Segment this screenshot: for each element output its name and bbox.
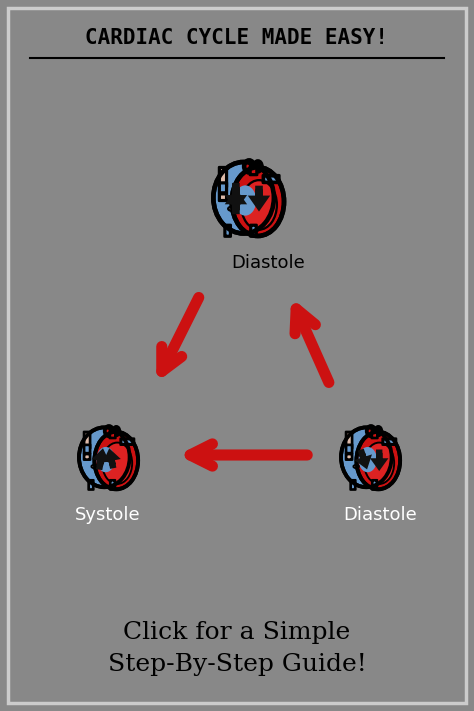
FancyBboxPatch shape xyxy=(383,439,396,444)
FancyArrow shape xyxy=(108,454,114,465)
FancyBboxPatch shape xyxy=(264,176,279,182)
FancyBboxPatch shape xyxy=(219,168,227,187)
Ellipse shape xyxy=(113,427,119,435)
Ellipse shape xyxy=(367,426,375,436)
FancyArrow shape xyxy=(376,453,382,466)
Ellipse shape xyxy=(244,161,254,173)
Ellipse shape xyxy=(94,432,138,489)
FancyBboxPatch shape xyxy=(121,439,134,444)
Ellipse shape xyxy=(241,180,277,230)
FancyBboxPatch shape xyxy=(346,454,352,459)
FancyBboxPatch shape xyxy=(346,445,352,453)
Ellipse shape xyxy=(228,207,235,210)
Ellipse shape xyxy=(375,427,381,435)
FancyBboxPatch shape xyxy=(351,481,356,489)
FancyBboxPatch shape xyxy=(250,166,257,175)
FancyBboxPatch shape xyxy=(225,225,230,236)
Ellipse shape xyxy=(91,465,97,468)
FancyBboxPatch shape xyxy=(89,481,93,489)
Text: CARDIAC CYCLE MADE EASY!: CARDIAC CYCLE MADE EASY! xyxy=(85,28,389,48)
FancyBboxPatch shape xyxy=(219,194,227,201)
Ellipse shape xyxy=(354,465,359,468)
FancyBboxPatch shape xyxy=(219,183,227,193)
FancyBboxPatch shape xyxy=(84,445,90,453)
Ellipse shape xyxy=(356,432,400,489)
Ellipse shape xyxy=(364,442,394,484)
FancyBboxPatch shape xyxy=(84,454,90,459)
FancyBboxPatch shape xyxy=(84,432,90,448)
FancyBboxPatch shape xyxy=(110,431,115,438)
Text: Click for a Simple
Step-By-Step Guide!: Click for a Simple Step-By-Step Guide! xyxy=(108,621,366,675)
Ellipse shape xyxy=(97,447,115,472)
FancyArrow shape xyxy=(232,195,240,210)
Ellipse shape xyxy=(232,167,284,236)
FancyArrow shape xyxy=(361,453,367,464)
Ellipse shape xyxy=(255,161,262,171)
FancyArrow shape xyxy=(255,190,263,205)
FancyBboxPatch shape xyxy=(372,481,377,489)
Ellipse shape xyxy=(105,426,113,436)
Text: Systole: Systole xyxy=(75,506,141,524)
Ellipse shape xyxy=(358,447,377,472)
Text: Diastole: Diastole xyxy=(231,254,305,272)
Ellipse shape xyxy=(234,186,256,215)
Ellipse shape xyxy=(79,427,129,487)
Ellipse shape xyxy=(102,442,132,484)
Ellipse shape xyxy=(341,427,392,487)
FancyBboxPatch shape xyxy=(110,481,115,489)
FancyArrow shape xyxy=(98,454,104,466)
FancyBboxPatch shape xyxy=(251,225,256,236)
Text: Diastole: Diastole xyxy=(343,506,417,524)
FancyArrow shape xyxy=(232,187,240,204)
Ellipse shape xyxy=(213,162,274,233)
FancyBboxPatch shape xyxy=(346,432,352,448)
FancyBboxPatch shape xyxy=(372,431,377,438)
